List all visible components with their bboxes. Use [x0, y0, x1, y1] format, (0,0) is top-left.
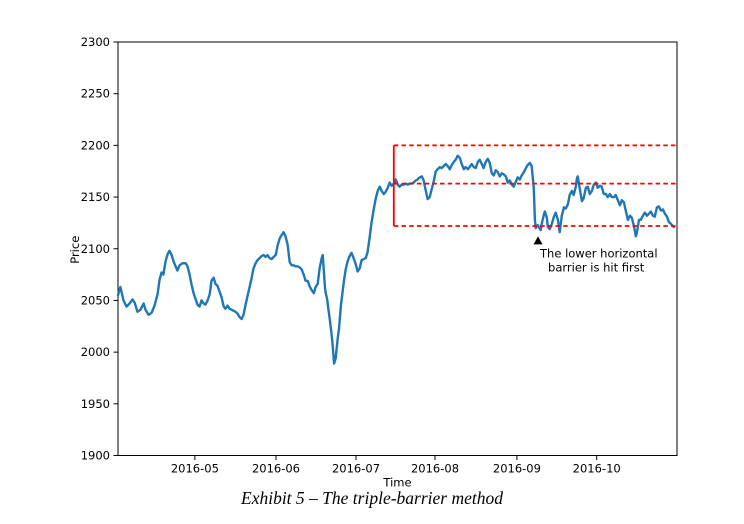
- barrier-hit-marker-icon: [533, 236, 543, 245]
- price-series-line: [116, 154, 675, 365]
- y-axis-tick-label: 2100: [81, 242, 110, 256]
- y-axis-tick-label: 2000: [81, 345, 110, 359]
- x-axis-tick-label: 2016-05: [171, 462, 219, 476]
- x-axis-tick-label: 2016-06: [252, 462, 300, 476]
- y-axis-tick-label: 1900: [81, 449, 110, 463]
- y-axis-tick-label: 2150: [81, 190, 110, 204]
- x-axis-tick-label: 2016-07: [332, 462, 380, 476]
- annotation-line-1: The lower horizontal: [539, 246, 658, 260]
- x-axis-tick-label: 2016-10: [573, 462, 621, 476]
- y-axis-tick-label: 1950: [81, 397, 110, 411]
- y-axis-tick-label: 2300: [81, 35, 110, 49]
- figure-caption: Exhibit 5 – The triple-barrier method: [241, 488, 503, 508]
- y-axis-tick-label: 2200: [81, 138, 110, 152]
- x-axis-label: Time: [382, 476, 411, 490]
- x-axis-tick-label: 2016-09: [493, 462, 541, 476]
- x-axis-tick-label: 2016-08: [411, 462, 459, 476]
- y-axis-tick-label: 2250: [81, 87, 110, 101]
- y-axis-tick-label: 2050: [81, 293, 110, 307]
- annotation-line-2: barrier is hit first: [548, 260, 645, 274]
- y-axis-label: Price: [68, 236, 82, 264]
